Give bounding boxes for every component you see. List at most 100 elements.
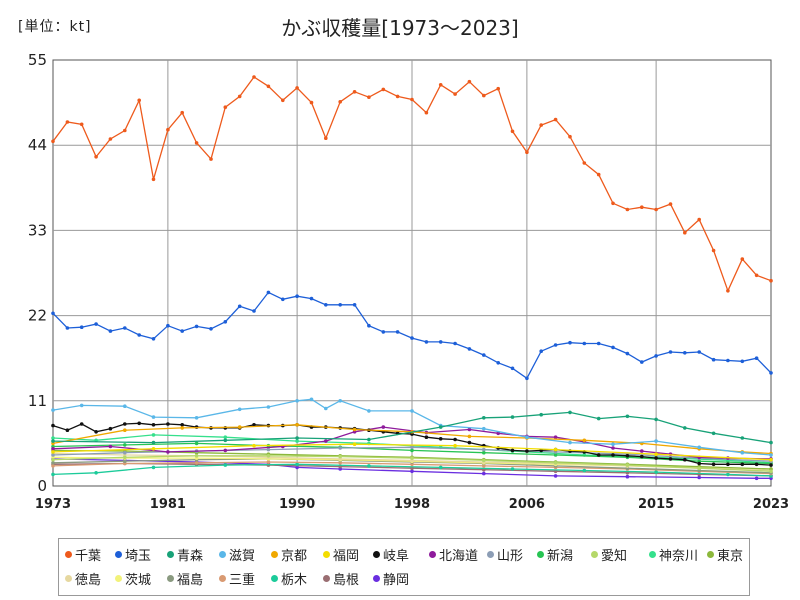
legend-item: 青森 <box>167 545 203 564</box>
data-point <box>582 161 587 165</box>
data-point <box>51 408 55 412</box>
legend-item: 茨城 <box>115 569 151 588</box>
data-point <box>266 405 271 409</box>
data-point <box>525 435 529 440</box>
legend-item: 滋賀 <box>219 545 255 564</box>
data-point <box>94 322 98 326</box>
data-point <box>266 290 271 295</box>
data-point <box>79 422 84 426</box>
data-point <box>367 409 371 413</box>
data-point <box>683 230 687 235</box>
legend-item: 新潟 <box>537 545 573 564</box>
legend-label: 徳島 <box>75 573 102 588</box>
data-point <box>625 463 630 467</box>
series-1 <box>51 75 773 293</box>
data-point <box>352 90 357 94</box>
data-point <box>108 426 113 431</box>
data-point <box>410 409 414 413</box>
data-point <box>438 465 443 470</box>
data-point <box>740 450 745 455</box>
data-point <box>640 360 644 364</box>
data-point <box>467 434 472 439</box>
data-point <box>123 422 127 426</box>
data-point <box>324 439 328 443</box>
data-point <box>582 468 587 473</box>
data-point <box>711 357 716 362</box>
legend-item: 三重 <box>219 569 255 588</box>
data-point <box>596 341 601 346</box>
data-point <box>338 100 343 104</box>
data-point <box>596 172 601 177</box>
legend-label: 埼玉 <box>125 549 152 564</box>
axis-ticks: 0 11 22 33 44 55 1973 1981 1990 1998 2006 2015 2023 <box>28 51 789 512</box>
data-point <box>711 248 716 253</box>
data-point <box>625 454 630 458</box>
series-3 <box>51 410 773 445</box>
data-point <box>769 457 773 462</box>
data-point <box>740 462 745 467</box>
data-point <box>367 437 371 442</box>
x-tick-label: 2015 <box>638 497 674 512</box>
data-point <box>252 423 256 427</box>
data-point <box>654 207 658 212</box>
x-tick-label: 1973 <box>35 497 71 512</box>
data-point <box>151 433 156 437</box>
data-point <box>123 455 127 460</box>
legend-label: 福島 <box>177 573 204 588</box>
data-point <box>352 442 357 447</box>
data-point <box>482 458 486 463</box>
data-point <box>180 426 184 430</box>
legend-label: 愛知 <box>601 549 628 564</box>
data-point <box>510 129 515 134</box>
data-point <box>754 462 759 467</box>
data-point <box>438 340 443 344</box>
legend-item: 神奈川 <box>649 545 698 564</box>
data-point <box>223 448 228 453</box>
data-point <box>309 296 314 301</box>
data-point <box>453 443 457 448</box>
data-point <box>769 469 773 474</box>
data-point <box>726 289 730 293</box>
data-point <box>51 450 55 454</box>
data-point <box>611 201 615 206</box>
data-point <box>166 450 170 454</box>
data-point <box>654 417 658 422</box>
legend-marker <box>271 575 278 582</box>
data-point <box>151 440 156 445</box>
legend-marker <box>219 551 226 558</box>
legend-label: 新潟 <box>547 549 574 564</box>
data-point <box>79 325 84 330</box>
data-point <box>180 110 184 115</box>
data-point <box>51 447 55 451</box>
data-point <box>654 456 658 460</box>
data-point <box>180 423 184 427</box>
data-point <box>640 449 644 453</box>
data-point <box>252 309 256 313</box>
data-point <box>295 86 299 90</box>
data-point <box>467 440 472 445</box>
legend-item: 山形 <box>487 545 523 564</box>
data-point <box>668 202 673 206</box>
data-point <box>553 435 558 440</box>
data-point <box>424 435 429 440</box>
data-point <box>123 459 127 464</box>
legend: 千葉 埼玉 青森 滋賀 京都 福岡 岐阜 北海道 山形 新潟 愛知 神奈川 東京 徳島 茨城 福島 三重 栃木 島根… <box>58 538 750 596</box>
y-tick-label: 55 <box>28 51 47 69</box>
data-point <box>223 105 228 109</box>
legend-label: 北海道 <box>439 549 479 564</box>
data-point <box>324 406 328 411</box>
data-point <box>611 345 615 350</box>
data-point <box>94 430 98 434</box>
data-point <box>467 79 472 84</box>
data-point <box>79 403 84 408</box>
data-point <box>338 399 343 403</box>
legend-marker <box>487 551 494 558</box>
data-point <box>496 361 501 365</box>
data-point <box>51 311 55 316</box>
data-point <box>123 326 127 330</box>
legend-marker <box>65 575 72 582</box>
data-point <box>424 110 429 115</box>
legend-marker <box>167 575 174 582</box>
data-point <box>295 399 299 403</box>
y-tick-label: 22 <box>28 307 47 325</box>
